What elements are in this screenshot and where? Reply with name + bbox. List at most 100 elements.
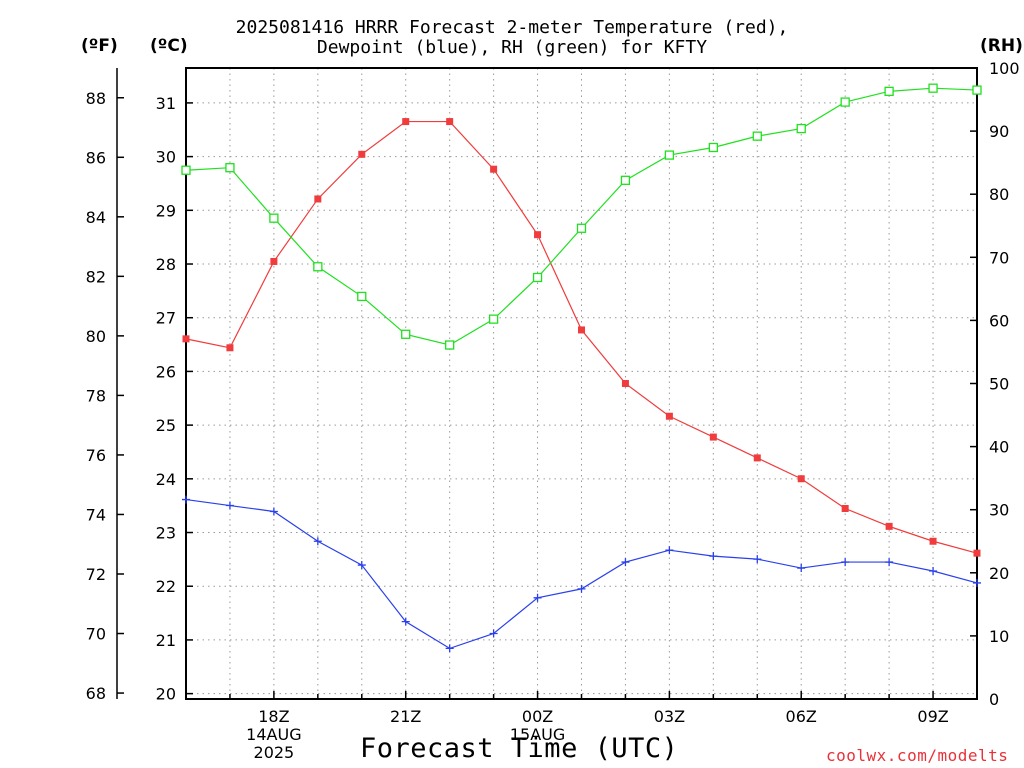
rh-point	[269, 213, 279, 223]
rh-point	[488, 314, 499, 324]
rh-point	[445, 340, 455, 350]
dewpoint-series-line	[185, 498, 978, 650]
celsius-tick-label: 27	[156, 309, 176, 328]
dewpoint-point	[621, 558, 630, 567]
temperature-point	[578, 326, 585, 334]
rh-point	[928, 83, 938, 93]
temperature-point	[665, 412, 673, 420]
source-credit: coolwx.com/modelts	[826, 746, 1009, 765]
fahrenheit-tick-label: 86	[86, 148, 106, 167]
fahrenheit-tick-label: 88	[86, 89, 106, 108]
celsius-tick-label: 30	[156, 148, 176, 167]
rh-point	[313, 262, 323, 272]
rh-point	[620, 175, 631, 185]
temperature-point	[797, 475, 805, 483]
rh-point	[357, 291, 367, 302]
temperature-point	[358, 150, 366, 158]
fahrenheit-tick-label: 70	[86, 625, 106, 644]
fahrenheit-tick-label: 76	[86, 446, 106, 465]
dewpoint-point	[489, 629, 498, 638]
rh-point	[181, 165, 191, 175]
temperature-point	[709, 433, 717, 441]
x-tick-label: 03Z	[654, 707, 685, 726]
chart-title-line-2: Dewpoint (blue), RH (green) for KFTY	[316, 37, 708, 58]
x-tick-label: 2025	[254, 743, 295, 762]
celsius-tick-label: 23	[156, 524, 176, 543]
celsius-axis-unit: (ºC)	[150, 36, 188, 56]
temperature-point	[226, 344, 234, 352]
fahrenheit-tick-label: 84	[86, 208, 106, 227]
rh-point	[972, 85, 982, 95]
celsius-tick-label: 31	[156, 94, 176, 113]
x-axis-title: Forecast Time (UTC)	[360, 733, 679, 764]
rh-tick-label: 40	[989, 438, 1009, 457]
fahrenheit-axis-unit: (ºF)	[81, 36, 118, 56]
rh-point	[796, 123, 806, 134]
rh-point	[840, 97, 850, 107]
dewpoint-point	[841, 558, 850, 567]
rh-tick-label: 10	[989, 627, 1009, 646]
temperature-point	[841, 505, 849, 513]
rh-tick-label: 30	[989, 501, 1009, 520]
rh-tick-label: 0	[989, 690, 999, 709]
temperature-point	[270, 257, 278, 265]
rh-point	[884, 86, 894, 96]
series-layer	[181, 83, 982, 653]
x-tick-label: 15AUG	[510, 725, 565, 744]
dewpoint-point	[753, 555, 762, 564]
temperature-point	[753, 454, 761, 462]
rh-tick-label: 50	[989, 375, 1009, 394]
rh-tick-label: 60	[989, 311, 1009, 330]
temperature-point	[973, 549, 981, 557]
rh-point	[664, 150, 675, 160]
dewpoint-point	[533, 593, 542, 602]
rh-point	[532, 272, 543, 283]
dewpoint-point	[885, 558, 894, 567]
rh-tick-label: 90	[989, 122, 1009, 141]
x-tick-label: 14AUG	[246, 725, 301, 744]
celsius-tick-label: 20	[156, 685, 176, 704]
celsius-tick-label: 28	[156, 255, 176, 274]
fahrenheit-tick-label: 80	[86, 327, 106, 346]
temperature-point	[182, 335, 190, 343]
celsius-tick-label: 26	[156, 362, 176, 381]
dewpoint-point	[401, 617, 410, 626]
fahrenheit-tick-label: 78	[86, 386, 106, 405]
grid-layer	[186, 68, 977, 699]
fahrenheit-tick-label: 68	[86, 684, 106, 703]
dewpoint-point	[973, 578, 981, 587]
dewpoint-point	[665, 546, 674, 555]
fahrenheit-tick-label: 72	[86, 565, 106, 584]
celsius-tick-label: 24	[156, 470, 176, 489]
dewpoint-point	[577, 584, 586, 593]
rh-point	[401, 329, 411, 339]
celsius-tick-label: 21	[156, 631, 176, 650]
temperature-point	[490, 165, 498, 173]
rh-point	[225, 163, 235, 173]
axes-layer: 68 70 72 74 76 78 80 82 84 86 88 20 21 22 23 24 25 26 27 28…	[86, 59, 1020, 762]
rh-axis-unit: (RH)	[980, 36, 1023, 56]
temperature-point	[402, 118, 410, 126]
rh-tick-label: 20	[989, 564, 1009, 583]
rh-point	[708, 142, 718, 153]
x-tick-label: 21Z	[390, 707, 421, 726]
dewpoint-point	[929, 567, 938, 576]
dewpoint-point	[313, 537, 322, 546]
temperature-point	[885, 522, 893, 530]
rh-tick-label: 70	[989, 248, 1009, 267]
celsius-tick-label: 22	[156, 577, 176, 596]
rh-point	[576, 223, 587, 233]
dewpoint-point	[182, 495, 190, 504]
rh-tick-label: 80	[989, 185, 1009, 204]
dewpoint-point	[269, 507, 278, 516]
rh-point	[752, 131, 762, 141]
temperature-point	[314, 195, 322, 203]
x-tick-label: 18Z	[258, 707, 289, 726]
rh-tick-label: 100	[989, 59, 1020, 78]
celsius-tick-label: 25	[156, 416, 176, 435]
temperature-point	[621, 380, 629, 387]
x-tick-label: 09Z	[917, 707, 948, 726]
dewpoint-point	[357, 561, 366, 570]
dewpoint-point	[797, 564, 806, 573]
